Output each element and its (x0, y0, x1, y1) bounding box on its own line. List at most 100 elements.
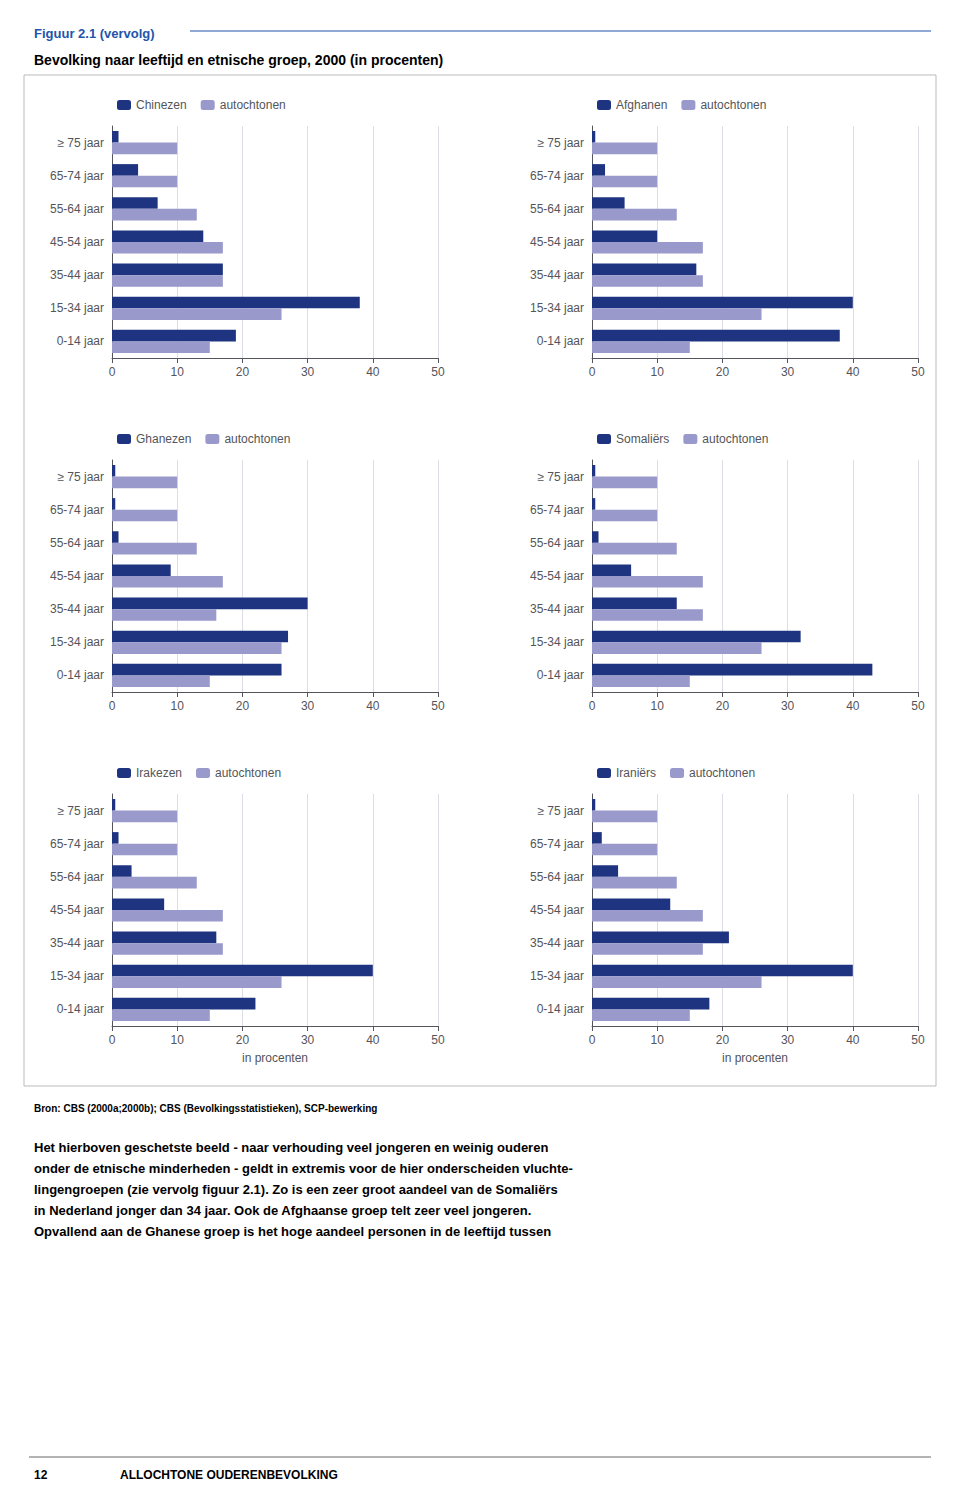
svg-text:autochtonen: autochtonen (689, 766, 755, 780)
svg-text:20: 20 (236, 365, 250, 379)
svg-text:≥ 75 jaar: ≥ 75 jaar (57, 470, 104, 484)
svg-text:50: 50 (431, 1033, 445, 1047)
svg-text:10: 10 (651, 699, 665, 713)
svg-text:12: 12 (34, 1468, 48, 1482)
svg-text:10: 10 (171, 1033, 185, 1047)
svg-text:0: 0 (589, 365, 596, 379)
svg-text:0: 0 (589, 699, 596, 713)
svg-text:20: 20 (236, 699, 250, 713)
svg-text:autochtonen: autochtonen (215, 766, 281, 780)
svg-text:20: 20 (236, 1033, 250, 1047)
svg-text:40: 40 (846, 1033, 860, 1047)
svg-text:Afghanen: Afghanen (616, 98, 667, 112)
svg-text:15-34 jaar: 15-34 jaar (530, 301, 584, 315)
svg-text:10: 10 (171, 699, 185, 713)
svg-text:0: 0 (109, 699, 116, 713)
svg-text:Irakezen: Irakezen (136, 766, 182, 780)
svg-text:in procenten: in procenten (722, 1051, 788, 1065)
svg-text:Figuur 2.1 (vervolg): Figuur 2.1 (vervolg) (34, 26, 155, 41)
svg-text:≥ 75 jaar: ≥ 75 jaar (537, 470, 584, 484)
svg-text:0-14 jaar: 0-14 jaar (537, 668, 584, 682)
svg-text:Bevolking naar leeftijd en etn: Bevolking naar leeftijd en etnische groe… (34, 52, 443, 68)
svg-text:0-14 jaar: 0-14 jaar (57, 668, 104, 682)
svg-text:65-74 jaar: 65-74 jaar (530, 503, 584, 517)
svg-text:35-44 jaar: 35-44 jaar (50, 268, 104, 282)
svg-text:0-14 jaar: 0-14 jaar (537, 334, 584, 348)
svg-text:lingengroepen (zie vervolg fig: lingengroepen (zie vervolg figuur 2.1). … (34, 1182, 558, 1197)
svg-text:40: 40 (366, 699, 380, 713)
svg-text:65-74 jaar: 65-74 jaar (530, 169, 584, 183)
svg-text:45-54 jaar: 45-54 jaar (530, 569, 584, 583)
svg-text:30: 30 (301, 1033, 315, 1047)
svg-text:10: 10 (171, 365, 185, 379)
svg-text:35-44 jaar: 35-44 jaar (530, 602, 584, 616)
svg-text:in procenten: in procenten (242, 1051, 308, 1065)
svg-text:15-34 jaar: 15-34 jaar (50, 301, 104, 315)
svg-text:≥ 75 jaar: ≥ 75 jaar (537, 136, 584, 150)
svg-text:35-44 jaar: 35-44 jaar (50, 936, 104, 950)
svg-text:30: 30 (301, 699, 315, 713)
svg-text:15-34 jaar: 15-34 jaar (50, 635, 104, 649)
svg-text:15-34 jaar: 15-34 jaar (530, 635, 584, 649)
svg-text:45-54 jaar: 45-54 jaar (50, 569, 104, 583)
svg-text:10: 10 (651, 365, 665, 379)
svg-text:autochtonen: autochtonen (700, 98, 766, 112)
svg-text:45-54 jaar: 45-54 jaar (50, 235, 104, 249)
svg-text:30: 30 (781, 699, 795, 713)
svg-text:autochtonen: autochtonen (702, 432, 768, 446)
svg-text:Bron: CBS (2000a;2000b); CBS (: Bron: CBS (2000a;2000b); CBS (Bevolkings… (34, 1103, 377, 1114)
svg-text:Ghanezen: Ghanezen (136, 432, 191, 446)
svg-text:65-74 jaar: 65-74 jaar (50, 503, 104, 517)
svg-text:50: 50 (911, 699, 925, 713)
svg-text:45-54 jaar: 45-54 jaar (50, 903, 104, 917)
svg-text:Chinezen: Chinezen (136, 98, 187, 112)
svg-text:Het hierboven geschetste beeld: Het hierboven geschetste beeld - naar ve… (34, 1140, 548, 1155)
svg-text:0: 0 (109, 365, 116, 379)
svg-text:10: 10 (651, 1033, 665, 1047)
svg-text:Opvallend aan de Ghanese groep: Opvallend aan de Ghanese groep is het ho… (34, 1224, 551, 1239)
svg-text:65-74 jaar: 65-74 jaar (50, 837, 104, 851)
svg-text:0-14 jaar: 0-14 jaar (57, 334, 104, 348)
svg-text:autochtonen: autochtonen (220, 98, 286, 112)
svg-text:50: 50 (911, 1033, 925, 1047)
svg-text:50: 50 (431, 365, 445, 379)
svg-text:20: 20 (716, 699, 730, 713)
svg-text:65-74 jaar: 65-74 jaar (50, 169, 104, 183)
svg-text:0: 0 (589, 1033, 596, 1047)
svg-text:15-34 jaar: 15-34 jaar (50, 969, 104, 983)
svg-text:40: 40 (846, 365, 860, 379)
svg-text:55-64 jaar: 55-64 jaar (50, 870, 104, 884)
svg-text:0: 0 (109, 1033, 116, 1047)
svg-text:autochtonen: autochtonen (224, 432, 290, 446)
svg-text:≥ 75 jaar: ≥ 75 jaar (537, 804, 584, 818)
svg-text:≥ 75 jaar: ≥ 75 jaar (57, 804, 104, 818)
svg-text:15-34 jaar: 15-34 jaar (530, 969, 584, 983)
svg-text:40: 40 (366, 365, 380, 379)
svg-text:30: 30 (781, 1033, 795, 1047)
svg-text:0-14 jaar: 0-14 jaar (537, 1002, 584, 1016)
svg-text:30: 30 (301, 365, 315, 379)
svg-text:55-64 jaar: 55-64 jaar (530, 870, 584, 884)
svg-text:55-64 jaar: 55-64 jaar (530, 202, 584, 216)
svg-text:ALLOCHTONE OUDERENBEVOLKING: ALLOCHTONE OUDERENBEVOLKING (120, 1468, 338, 1482)
svg-text:50: 50 (911, 365, 925, 379)
svg-text:35-44 jaar: 35-44 jaar (530, 268, 584, 282)
svg-text:45-54 jaar: 45-54 jaar (530, 235, 584, 249)
svg-text:35-44 jaar: 35-44 jaar (50, 602, 104, 616)
svg-text:35-44 jaar: 35-44 jaar (530, 936, 584, 950)
svg-text:65-74 jaar: 65-74 jaar (530, 837, 584, 851)
svg-text:40: 40 (846, 699, 860, 713)
svg-text:55-64 jaar: 55-64 jaar (50, 202, 104, 216)
svg-text:onder de etnische minderheden: onder de etnische minderheden - geldt in… (34, 1161, 573, 1176)
svg-text:in Nederland jonger dan 34 jaa: in Nederland jonger dan 34 jaar. Ook de … (34, 1203, 531, 1218)
svg-text:Iraniërs: Iraniërs (616, 766, 656, 780)
svg-text:55-64 jaar: 55-64 jaar (530, 536, 584, 550)
svg-text:50: 50 (431, 699, 445, 713)
svg-text:40: 40 (366, 1033, 380, 1047)
svg-text:55-64 jaar: 55-64 jaar (50, 536, 104, 550)
svg-text:20: 20 (716, 1033, 730, 1047)
svg-text:30: 30 (781, 365, 795, 379)
svg-text:45-54 jaar: 45-54 jaar (530, 903, 584, 917)
svg-text:Somaliërs: Somaliërs (616, 432, 669, 446)
svg-text:≥ 75 jaar: ≥ 75 jaar (57, 136, 104, 150)
